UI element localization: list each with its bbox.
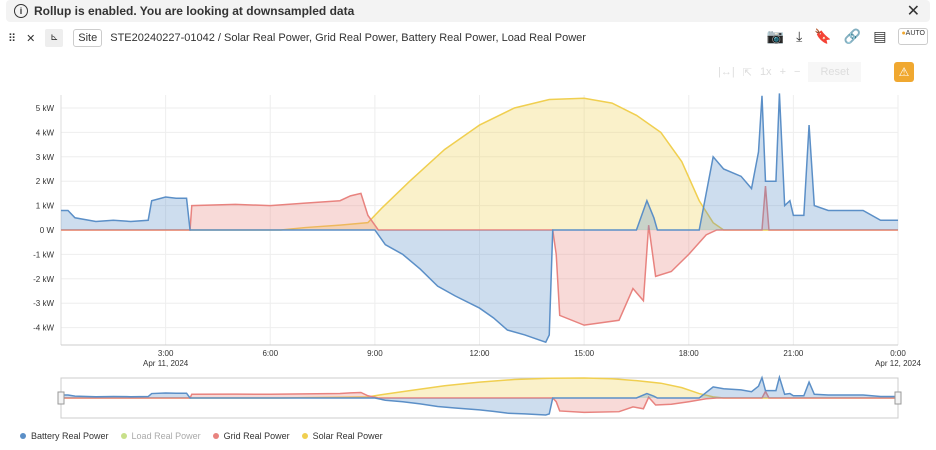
x-tick-label: 9:00 [367, 349, 383, 358]
camera-icon[interactable]: 📷 [766, 28, 785, 44]
legend: Battery Real Power Load Real Power Grid Re… [20, 431, 383, 441]
battery-line[interactable] [61, 374, 898, 416]
site-chip[interactable]: Site [73, 29, 103, 47]
banner-text: Rollup is enabled. You are looking at do… [34, 4, 355, 18]
legend-item-solar[interactable]: Solar Real Power [301, 431, 383, 441]
info-icon: i [14, 4, 28, 18]
drag-handle-icon[interactable]: ⠿ [8, 32, 17, 45]
y-tick-label: -3 kW [33, 299, 54, 308]
chart-type-icon[interactable]: ⊾ [45, 29, 64, 47]
x-tick-label: 12:00 [469, 349, 490, 358]
zoom-out-button[interactable]: − [794, 66, 801, 78]
x-tick-label: 15:00 [574, 349, 595, 358]
legend-item-battery[interactable]: Battery Real Power [20, 431, 109, 441]
battery-area [61, 93, 898, 343]
y-tick-label: -1 kW [33, 250, 54, 259]
x-tick-label: 0:00 [890, 349, 906, 358]
x-tick-label: 18:00 [679, 349, 700, 358]
rollup-banner: i Rollup is enabled. You are looking at … [6, 0, 930, 22]
download-icon[interactable]: ⤓ [796, 28, 803, 44]
solar-line[interactable] [61, 97, 898, 231]
warning-button[interactable]: ⚠ [894, 62, 914, 82]
zoom-in-button[interactable]: + [779, 66, 786, 78]
grid-line[interactable] [61, 389, 898, 414]
pan-icon[interactable]: |↔| [718, 66, 735, 78]
legend-dot [120, 433, 127, 439]
legend-dot [301, 433, 308, 439]
panel-actions: 📷 ⤓ 🔖 🔗 ▤ ●AUTO [767, 28, 928, 45]
solar-line[interactable] [61, 377, 898, 399]
legend-item-load[interactable]: Load Real Power [120, 431, 201, 441]
y-tick-label: 0 W [40, 226, 55, 235]
solar-area [61, 378, 898, 398]
battery-line[interactable] [61, 93, 898, 344]
legend-dot [20, 433, 26, 439]
y-tick-label: 1 kW [36, 202, 55, 211]
table-settings-icon[interactable]: ▤ [873, 28, 887, 44]
bookmark-icon[interactable]: 🔖 [814, 28, 832, 44]
close-panel-icon[interactable]: ✕ [26, 32, 36, 45]
y-tick-label: -4 kW [33, 324, 54, 333]
solar-area [61, 98, 898, 231]
x-tick-label: 21:00 [783, 349, 804, 358]
zoom-level: 1x [759, 66, 772, 78]
panel-header: ⠿ ✕ ⊾ Site STE20240227-01042 / Solar Rea… [8, 28, 928, 48]
navigator-handle[interactable] [57, 391, 65, 405]
grid-area [61, 391, 898, 413]
x-date-label: Apr 12, 2024 [875, 359, 921, 368]
zoom-toolbar: |↔| ⇱ 1x + − Reset [718, 62, 862, 82]
x-tick-label: 3:00 [158, 349, 174, 358]
grid-line[interactable] [61, 186, 898, 326]
legend-label: Load Real Power [131, 431, 201, 441]
link-icon[interactable]: 🔗 [843, 28, 862, 44]
panel-title: STE20240227-01042 / Solar Real Power, Gr… [110, 32, 586, 44]
x-date-label: Apr 11, 2024 [143, 359, 189, 368]
legend-label: Solar Real Power [312, 431, 383, 441]
legend-label: Battery Real Power [31, 431, 109, 441]
y-tick-label: -2 kW [33, 275, 54, 284]
grid-area [61, 186, 898, 326]
navigator-handle[interactable] [894, 391, 902, 405]
y-tick-label: 2 kW [36, 177, 55, 186]
x-tick-label: 6:00 [262, 349, 278, 358]
legend-label: Grid Real Power [223, 431, 290, 441]
legend-dot [212, 433, 219, 439]
battery-area [61, 377, 898, 416]
close-banner-icon[interactable]: ✕ [906, 3, 920, 20]
legend-item-grid[interactable]: Grid Real Power [212, 431, 290, 441]
auto-rollup-button[interactable]: ●AUTO [898, 28, 928, 45]
select-icon[interactable]: ⇱ [742, 66, 752, 79]
y-tick-label: 5 kW [36, 104, 55, 113]
reset-button[interactable]: Reset [808, 62, 862, 82]
navigator[interactable] [57, 374, 902, 419]
y-tick-label: 3 kW [36, 153, 55, 162]
y-tick-label: 4 kW [36, 128, 55, 137]
